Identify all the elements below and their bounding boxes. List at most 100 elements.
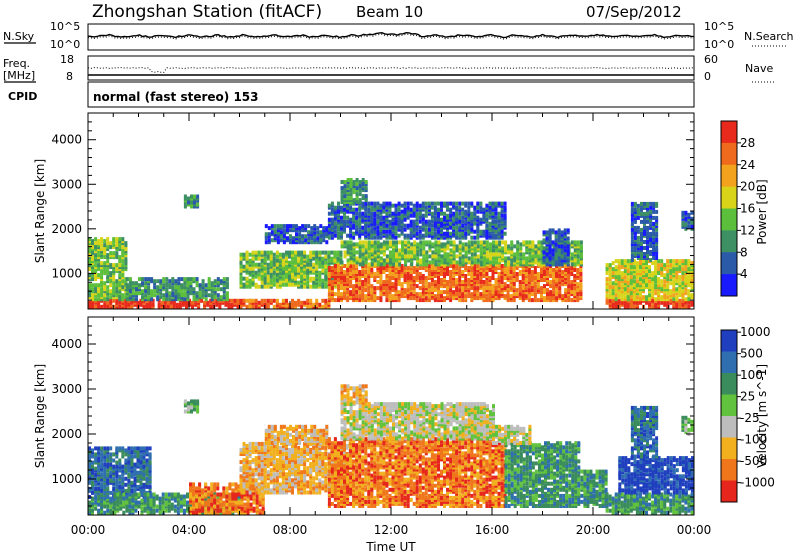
heatmap-cell	[144, 293, 148, 298]
heatmap-cell	[652, 215, 656, 220]
heatmap-cell	[461, 298, 465, 303]
heatmap-cell	[443, 201, 446, 206]
heatmap-cell	[303, 274, 307, 279]
heatmap-cell	[248, 278, 252, 283]
heatmap-cell	[418, 219, 422, 224]
heatmap-cell	[651, 285, 655, 290]
heatmap-cell	[419, 240, 423, 245]
heatmap-cell	[690, 210, 694, 215]
heatmap-cell	[409, 207, 413, 212]
heatmap-cell	[642, 279, 645, 284]
heatmap-cell	[440, 201, 443, 206]
heatmap-cell	[440, 282, 443, 287]
heatmap-cell	[446, 266, 449, 270]
heatmap-cell	[479, 229, 483, 234]
heatmap-cell	[361, 225, 365, 230]
heatmap-cell	[675, 275, 679, 280]
heatmap-cell	[617, 298, 621, 303]
heatmap-cell	[530, 282, 534, 287]
heatmap-cell	[690, 300, 694, 305]
heatmap-cell	[418, 280, 422, 284]
heatmap-cell	[333, 264, 337, 268]
heatmap-cell	[452, 280, 456, 284]
heatmap-cell	[281, 258, 285, 263]
heatmap-cell	[646, 219, 649, 224]
heatmap-cell	[488, 205, 492, 210]
heatmap-cell	[379, 282, 383, 287]
heatmap-cell	[370, 240, 374, 245]
heatmap-cell	[307, 224, 311, 229]
heatmap-cell	[406, 223, 410, 228]
heatmap-cell	[611, 285, 615, 290]
heatmap-cell	[623, 295, 627, 300]
heatmap-cell	[260, 264, 264, 269]
heatmap-cell	[570, 298, 574, 303]
heatmap-cell	[310, 230, 314, 235]
heatmap-cell	[109, 279, 113, 284]
y-tick-label: 3000	[51, 177, 82, 191]
heatmap-cell	[579, 282, 583, 287]
heatmap-cell	[319, 230, 323, 235]
heatmap-cell	[340, 180, 344, 184]
heatmap-cell	[267, 238, 271, 243]
heatmap-cell	[476, 286, 480, 291]
heatmap-cell	[422, 250, 426, 255]
heatmap-cell	[643, 225, 646, 230]
heatmap-cell	[183, 204, 187, 209]
heatmap-cell	[260, 258, 264, 263]
heatmap-cell	[266, 274, 270, 279]
heatmap-cell	[153, 289, 157, 294]
heatmap-cell	[458, 256, 462, 261]
heatmap-cell	[327, 235, 331, 240]
heatmap-cell	[165, 277, 169, 282]
heatmap-cell	[192, 279, 196, 284]
heatmap-cell	[573, 286, 577, 291]
heatmap-cell	[470, 240, 474, 245]
heatmap-cell	[401, 240, 405, 245]
heatmap-cell	[473, 252, 477, 257]
heatmap-cell	[646, 254, 649, 258]
heatmap-cell	[528, 244, 532, 249]
heatmap-cell	[652, 221, 656, 226]
heatmap-cell	[112, 285, 116, 290]
heatmap-cell	[437, 211, 440, 216]
heatmap-cell	[340, 260, 344, 265]
heatmap-cell	[327, 288, 331, 293]
heatmap-cell	[479, 205, 483, 210]
heatmap-cell	[207, 277, 211, 282]
heatmap-cell	[294, 252, 297, 257]
heatmap-cell	[346, 258, 350, 263]
heatmap-cell	[632, 304, 636, 309]
heatmap-cell	[403, 203, 407, 208]
heatmap-cell	[551, 240, 555, 245]
heatmap-cell	[452, 274, 456, 278]
heatmap-cell	[560, 262, 564, 267]
heatmap-cell	[488, 264, 492, 268]
heatmap-cell	[340, 186, 344, 191]
heatmap-cell	[479, 276, 483, 280]
heatmap-cell	[361, 244, 365, 249]
heatmap-cell	[97, 239, 101, 244]
heatmap-cell	[333, 233, 337, 238]
heatmap-cell	[115, 267, 119, 272]
heatmap-cell	[455, 211, 459, 216]
heatmap-cell	[509, 294, 513, 299]
heatmap-cell	[349, 233, 353, 238]
heatmap-cell	[504, 246, 508, 251]
heatmap-cell	[660, 295, 664, 300]
heatmap-cell	[530, 270, 534, 274]
heatmap-cell	[400, 209, 404, 214]
heatmap-cell	[623, 269, 627, 274]
heatmap-cell	[652, 201, 656, 206]
heatmap-cell	[501, 240, 505, 245]
heatmap-cell	[203, 300, 207, 305]
heatmap-cell	[333, 292, 337, 297]
heatmap-cell	[248, 258, 252, 263]
heatmap-cell	[303, 300, 307, 305]
heatmap-cell	[497, 264, 501, 268]
heatmap-cell	[153, 293, 157, 298]
heatmap-cell	[476, 201, 480, 206]
heatmap-cell	[645, 279, 648, 284]
heatmap-cell	[494, 215, 498, 220]
heatmap-cell	[684, 259, 688, 264]
